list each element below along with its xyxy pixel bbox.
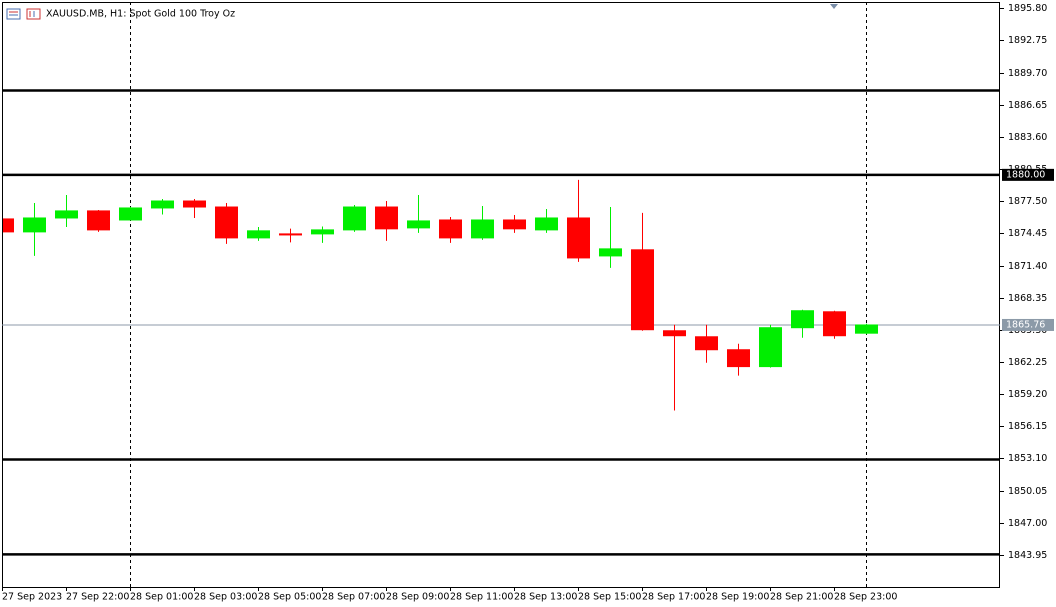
candle-body — [215, 206, 238, 239]
icon — [6, 8, 21, 20]
candle-body — [855, 324, 878, 334]
x-tick-label: 28 Sep 11:00 — [450, 592, 513, 603]
candle-body — [663, 330, 686, 337]
candle-body — [3, 218, 14, 233]
y-tick-label: 1871.40 — [1008, 261, 1047, 272]
candle-body — [343, 206, 366, 231]
candle-body — [375, 206, 398, 230]
shift-marker — [830, 4, 838, 9]
level-label: 1880.00 — [1006, 169, 1045, 180]
candle-body — [471, 219, 494, 239]
y-tick-label: 1874.45 — [1008, 228, 1047, 239]
candle-body — [727, 349, 750, 368]
y-tick-label: 1853.10 — [1008, 453, 1047, 464]
candle-body — [823, 311, 846, 337]
y-tick-label: 1886.65 — [1008, 100, 1047, 111]
candle-body — [599, 248, 622, 257]
x-tick-label: 28 Sep 05:00 — [258, 592, 321, 603]
candle-body — [407, 220, 430, 229]
y-tick-label: 1859.20 — [1008, 389, 1047, 400]
candle-body — [503, 219, 526, 230]
candle-body — [183, 200, 206, 208]
y-tick-label: 1877.50 — [1008, 196, 1047, 207]
plot-frame — [2, 2, 1000, 588]
x-tick-label: 27 Sep 22:00 — [66, 592, 129, 603]
x-tick-label: 28 Sep 19:00 — [706, 592, 769, 603]
candle-body — [23, 217, 46, 233]
y-tick-label: 1850.05 — [1008, 486, 1047, 497]
level-label-box — [1002, 168, 1054, 181]
x-tick-label: 28 Sep 03:00 — [194, 592, 257, 603]
candle-body — [759, 327, 782, 368]
candles — [3, 179, 878, 411]
x-tick-label: 28 Sep 01:00 — [130, 592, 193, 603]
y-tick-label: 1895.80 — [1008, 3, 1047, 14]
candle-body — [279, 233, 302, 236]
candle-body — [247, 230, 270, 239]
y-tick-label: 1868.35 — [1008, 293, 1047, 304]
candle-body — [119, 207, 142, 221]
candle-body — [567, 217, 590, 259]
last-price-label: 1865.76 — [1006, 319, 1045, 330]
candle-body — [151, 200, 174, 209]
x-tick-label: 28 Sep 15:00 — [578, 592, 641, 603]
x-tick-label: 28 Sep 17:00 — [642, 592, 705, 603]
candle-body — [87, 210, 110, 231]
x-tick-label: 28 Sep 07:00 — [322, 592, 385, 603]
chart-icons — [6, 8, 41, 20]
y-tick-label: 1889.70 — [1008, 68, 1047, 79]
chart-title: XAUUSD.MB, H1: Spot Gold 100 Troy Oz — [46, 9, 235, 20]
candle-body — [311, 229, 334, 235]
candle-body — [631, 249, 654, 331]
x-tick-label: 28 Sep 13:00 — [514, 592, 577, 603]
y-tick-label: 1856.15 — [1008, 421, 1047, 432]
candle-body — [535, 217, 558, 231]
x-tick-label: 28 Sep 09:00 — [386, 592, 449, 603]
candle-body — [55, 210, 78, 219]
y-tick-label: 1862.25 — [1008, 357, 1047, 368]
last-price-box — [1002, 318, 1054, 331]
y-tick-label: 1847.00 — [1008, 518, 1047, 529]
x-tick-label: 28 Sep 23:00 — [834, 592, 897, 603]
y-tick-label: 1843.95 — [1008, 550, 1047, 561]
x-tick-label: 27 Sep 2023 — [2, 592, 62, 603]
x-tick-label: 28 Sep 21:00 — [770, 592, 833, 603]
y-tick-label: 1892.75 — [1008, 35, 1047, 46]
candle-body — [791, 310, 814, 329]
candle-body — [439, 219, 462, 239]
y-tick-label: 1883.60 — [1008, 132, 1047, 143]
candle-body — [695, 336, 718, 351]
